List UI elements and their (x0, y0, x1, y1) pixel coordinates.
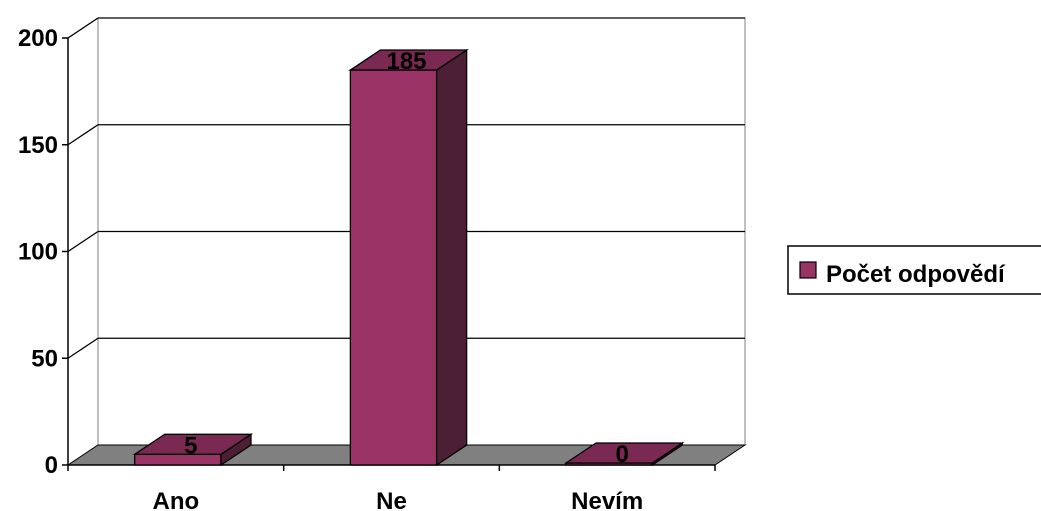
x-axis-tick-labels: Ano Ne Nevím (153, 488, 644, 511)
gridline-side (67, 124, 99, 146)
y-tick-label: 100 (18, 239, 58, 266)
legend: Počet odpovědí (787, 245, 1041, 295)
y-tick-label: 50 (31, 345, 58, 372)
data-labels: 5 185 0 (184, 48, 629, 468)
bars (132, 48, 685, 467)
data-label: 0 (615, 441, 628, 468)
x-tick-label: Ne (376, 488, 407, 511)
data-label: 5 (184, 432, 197, 459)
bar-side (435, 48, 468, 467)
legend-box (787, 245, 1041, 295)
bar-top (348, 49, 469, 71)
gridline-side (67, 230, 99, 253)
gridline-side (67, 337, 99, 359)
bar-top (132, 433, 254, 455)
y-tick-label: 200 (18, 25, 58, 52)
bar-front (134, 453, 222, 466)
legend-label: Počet odpovědí (826, 261, 1006, 288)
y-axis-tick-labels: 0 50 100 150 200 (18, 25, 58, 479)
bar-top (563, 442, 685, 464)
legend-swatch (799, 261, 817, 279)
x-tick-label: Nevím (571, 488, 643, 511)
gridline-side (67, 17, 99, 39)
bar-front (349, 69, 438, 466)
data-label: 185 (386, 48, 426, 75)
y-tick-label: 0 (45, 452, 58, 479)
y-tick-label: 150 (18, 132, 58, 159)
x-tick-label: Ano (153, 488, 200, 511)
